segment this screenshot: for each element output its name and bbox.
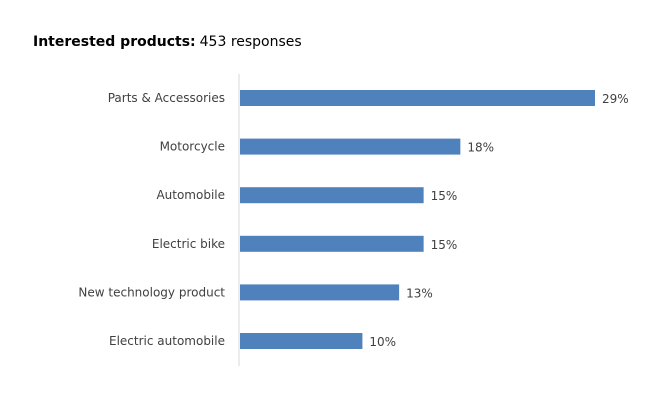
data-label: 15% [431, 189, 458, 203]
category-label: Electric bike [152, 237, 225, 251]
chart-title-bold: Interested products: [33, 34, 196, 50]
data-label: 29% [602, 92, 629, 106]
data-label: 18% [467, 141, 494, 155]
chart-title: Interested products: 453 responses [33, 34, 302, 50]
bar [240, 235, 424, 252]
chart-title-responses: 453 responses [199, 34, 302, 50]
bar [240, 90, 595, 106]
category-label: New technology product [78, 285, 225, 299]
bar [240, 187, 424, 204]
data-label: 13% [406, 286, 433, 300]
category-label: Automobile [156, 188, 225, 202]
data-label: 15% [431, 238, 458, 252]
bar [240, 138, 461, 155]
data-label: 10% [369, 335, 396, 349]
category-label: Electric automobile [109, 334, 225, 348]
bar [240, 333, 363, 349]
category-label: Parts & Accessories [108, 91, 225, 105]
category-label: Motorcycle [160, 140, 225, 154]
bar [240, 284, 400, 301]
